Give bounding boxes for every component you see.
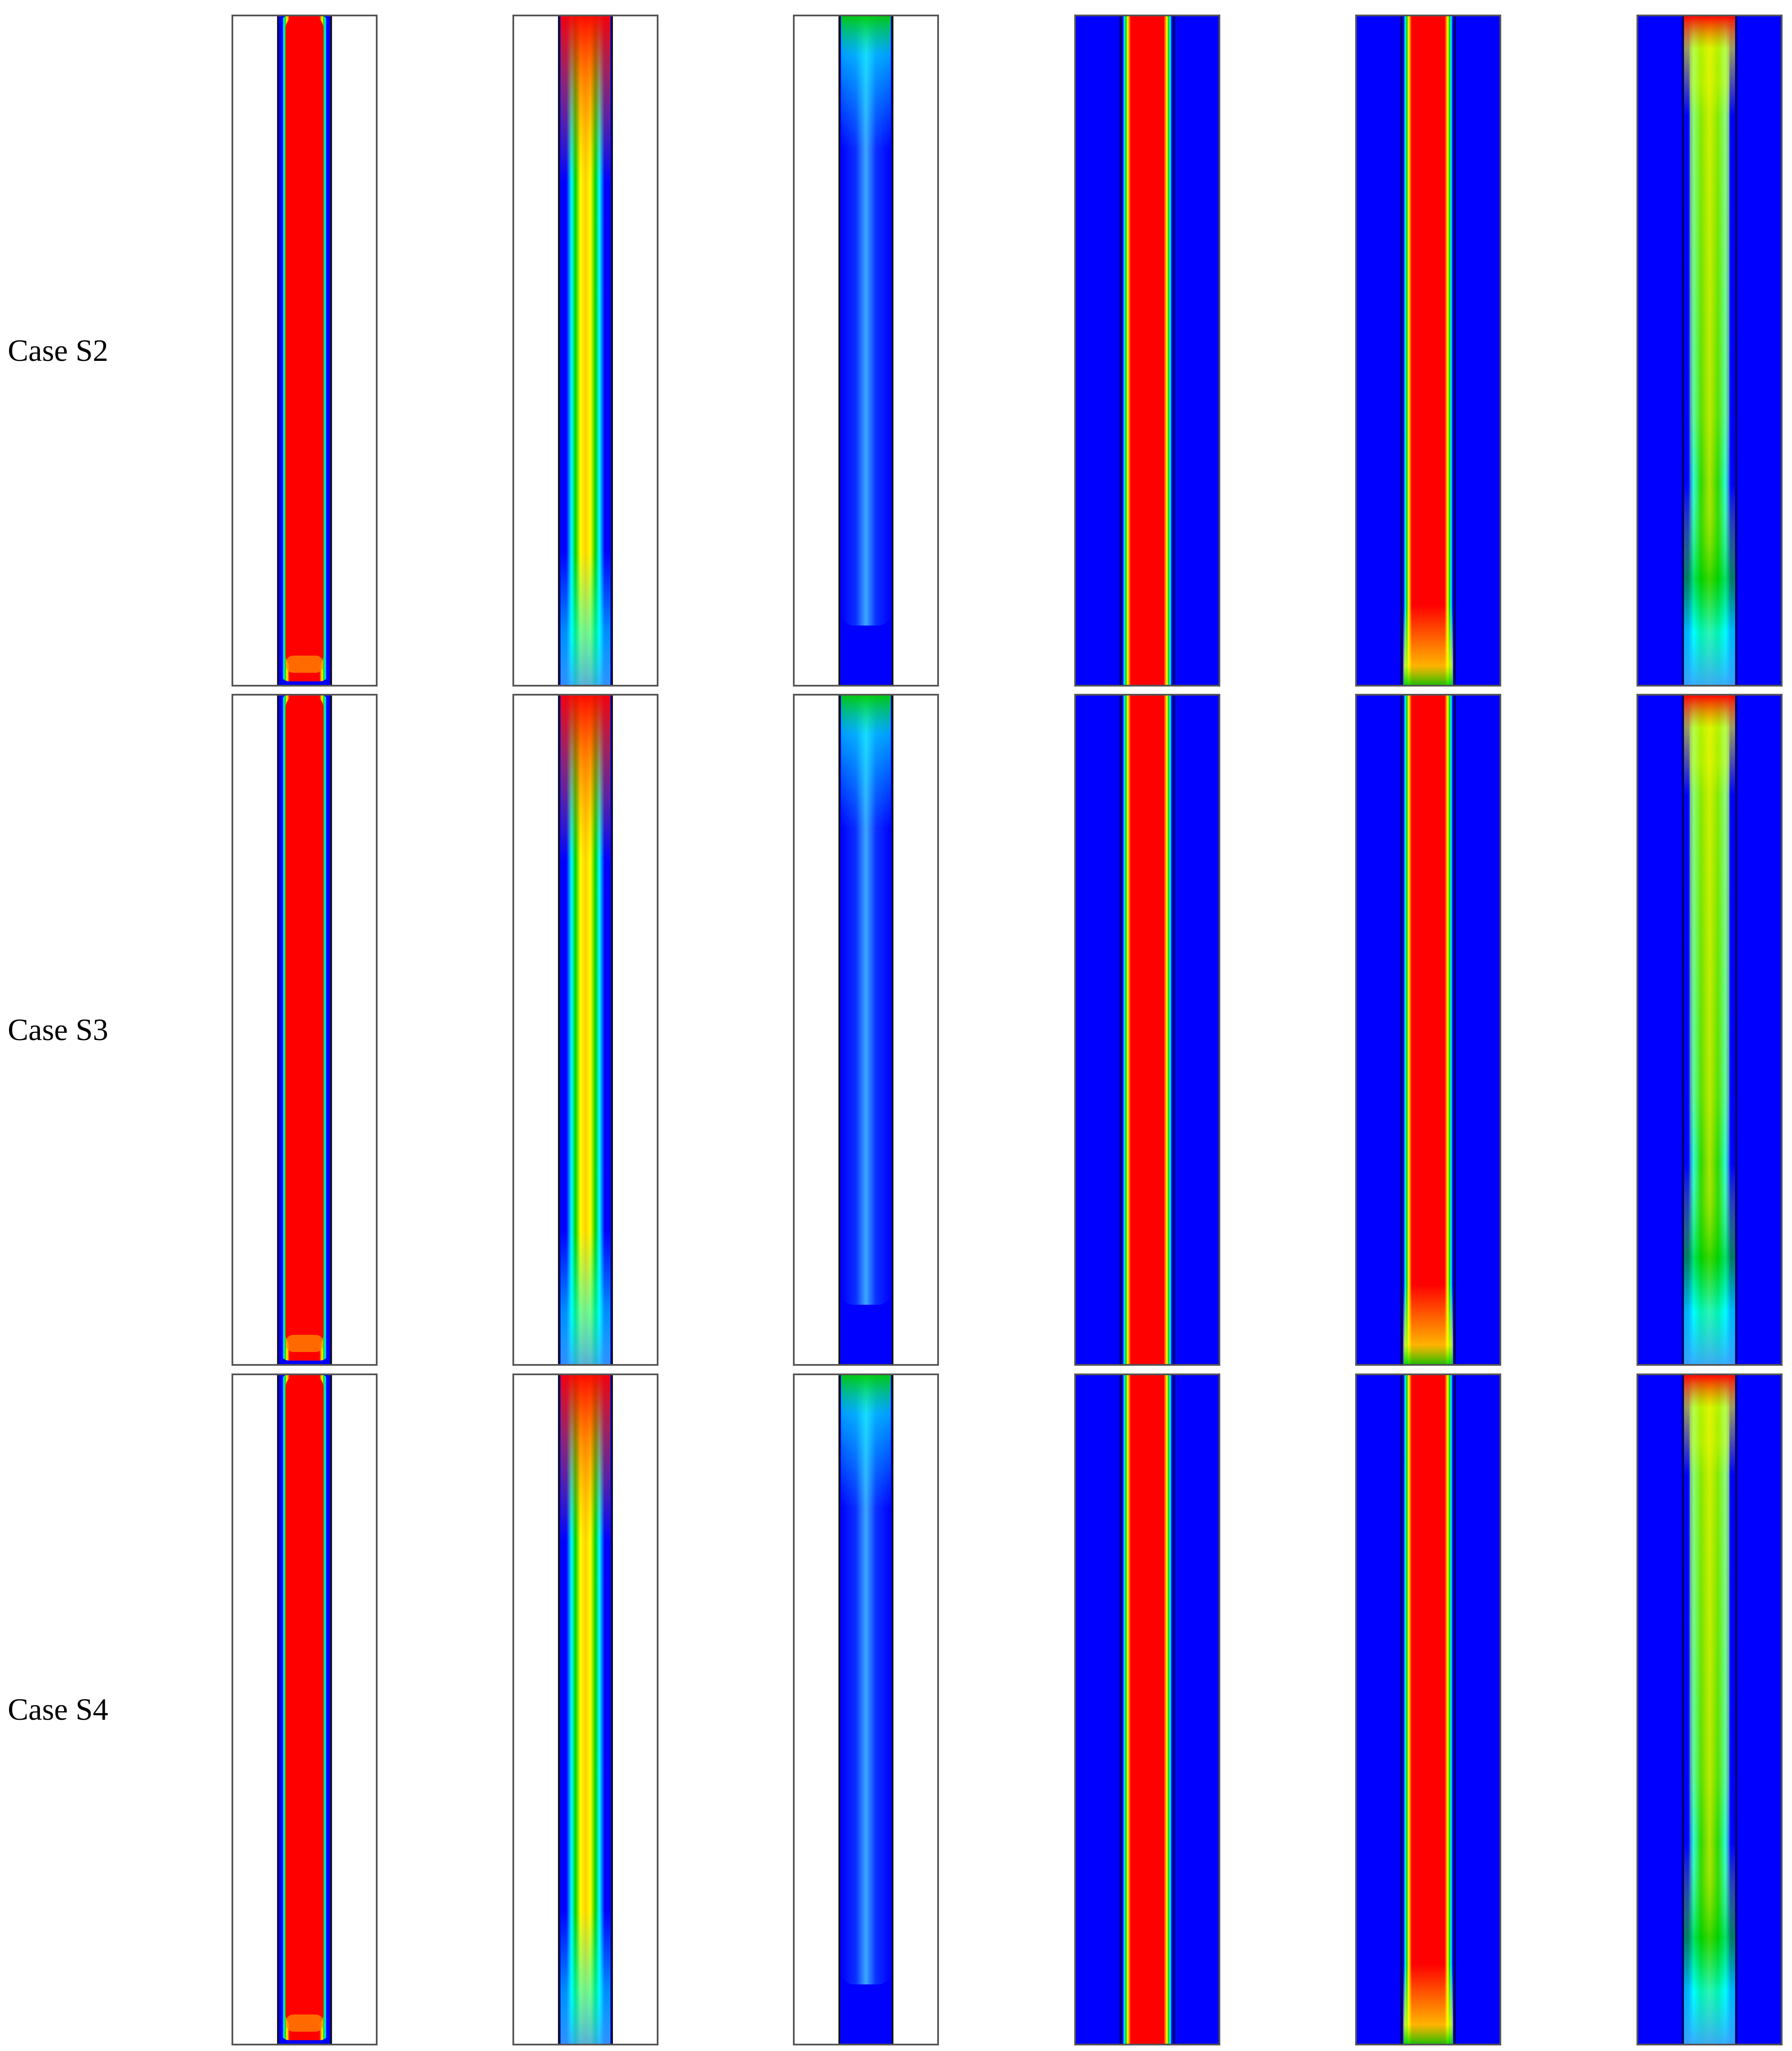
contour-panel-r1-c1 xyxy=(232,15,378,687)
plume-bottom-cool xyxy=(561,1374,610,2045)
plume-bottom xyxy=(1403,15,1453,686)
plume-bottom xyxy=(1403,695,1453,1365)
contour-panel-r3-c1 xyxy=(232,1373,378,2045)
panel-frame xyxy=(512,694,658,1366)
contour-panel-r2-c3 xyxy=(793,694,939,1366)
contour-panel-r1-c5 xyxy=(1355,15,1501,687)
panel-frame xyxy=(1074,694,1220,1366)
panel-frame xyxy=(512,15,658,687)
plume-tip xyxy=(286,1335,323,1352)
contour-panel-r3-c3 xyxy=(793,1373,939,2045)
plume-bottom-cool xyxy=(1683,15,1736,686)
plume-red-region xyxy=(286,15,323,668)
contour-panel-r2-c2 xyxy=(512,694,658,1366)
contour-panel-r3-c5 xyxy=(1355,1373,1501,2045)
plume-bottom-cool xyxy=(561,695,610,1365)
panel-frame xyxy=(1355,694,1501,1366)
panel-frame xyxy=(793,1373,939,2045)
contour-panel-r1-c3 xyxy=(793,15,939,687)
contour-panel-r2-c5 xyxy=(1355,694,1501,1366)
plume-bottom-cool xyxy=(561,15,610,686)
plume-tip xyxy=(286,2014,323,2032)
panel-frame xyxy=(512,1373,658,2045)
contour-panel-r2-c4 xyxy=(1074,694,1220,1366)
panel-frame xyxy=(232,1373,378,2045)
plume-top xyxy=(841,695,891,1365)
panel-frame xyxy=(1074,15,1220,687)
row-label-case-s4: Case S4 xyxy=(8,1692,108,1727)
plume-top xyxy=(841,15,891,686)
contour-panel-r2-c1 xyxy=(232,694,378,1366)
panel-frame xyxy=(1637,15,1783,687)
panel-frame xyxy=(1074,1373,1220,2045)
panel-frame xyxy=(232,15,378,687)
panel-frame xyxy=(1637,1373,1783,2045)
plume-bottom xyxy=(1403,1374,1453,2045)
contour-panel-r3-c2 xyxy=(512,1373,658,2045)
row-label-case-s2: Case S2 xyxy=(8,333,108,368)
panel-frame xyxy=(793,694,939,1366)
plume-red-region xyxy=(1131,695,1164,1356)
plume-red-region xyxy=(1131,15,1164,677)
contour-panel-r2-c6 xyxy=(1637,694,1783,1366)
panel-frame xyxy=(793,15,939,687)
plume-top xyxy=(841,1374,891,2045)
panel-frame xyxy=(1355,1373,1501,2045)
contour-panel-r3-c4 xyxy=(1074,1373,1220,2045)
contour-panel-r1-c6 xyxy=(1637,15,1783,687)
contour-panel-r1-c2 xyxy=(512,15,658,687)
plume-bottom-cool xyxy=(1683,1374,1736,2045)
panel-frame xyxy=(1355,15,1501,687)
panel-frame xyxy=(1637,694,1783,1366)
plume-red-region xyxy=(286,695,323,1348)
contour-panel-r3-c6 xyxy=(1637,1373,1783,2045)
contour-panel-r1-c4 xyxy=(1074,15,1220,687)
panel-frame xyxy=(232,694,378,1366)
plume-red-region xyxy=(286,1374,323,2027)
plume-red-region xyxy=(1131,1374,1164,2036)
plume-tip xyxy=(286,656,323,673)
plume-bottom-cool xyxy=(1683,695,1736,1365)
row-label-case-s3: Case S3 xyxy=(8,1013,108,1047)
